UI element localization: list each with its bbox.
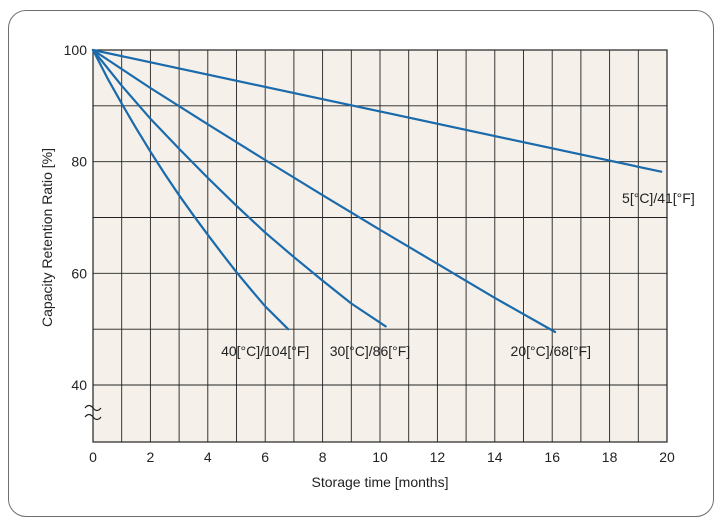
x-axis-title: Storage time [months]: [312, 474, 449, 490]
x-tick-label: 16: [544, 449, 560, 465]
axis-break-mark: [84, 413, 102, 421]
series-label: 40[°C]/104[°F]: [221, 343, 309, 359]
y-tick-label: 40: [71, 377, 87, 393]
x-tick-label: 6: [261, 449, 269, 465]
x-tick-label: 18: [602, 449, 618, 465]
y-tick-label: 60: [71, 265, 87, 281]
series-line: [91, 48, 387, 328]
series-line: [91, 48, 557, 334]
axis-break-mark: [84, 404, 102, 412]
series-line: [91, 48, 290, 331]
x-tick-label: 10: [372, 449, 388, 465]
x-tick-label: 12: [430, 449, 446, 465]
x-tick-label: 2: [147, 449, 155, 465]
series-line: [91, 48, 663, 173]
y-tick-label: 100: [64, 42, 88, 58]
series-label: 5[°C]/41[°F]: [622, 190, 695, 206]
series-label: 20[°C]/68[°F]: [511, 343, 591, 359]
x-tick-label: 0: [89, 449, 97, 465]
plot-frame: [92, 49, 668, 443]
x-tick-label: 4: [204, 449, 212, 465]
x-tick-label: 8: [319, 449, 327, 465]
x-tick-label: 20: [659, 449, 675, 465]
x-tick-label: 14: [487, 449, 503, 465]
y-tick-label: 80: [71, 154, 87, 170]
y-axis-title: Capacity Retention Ratio [%]: [39, 148, 55, 327]
series-label: 30[°C]/86[°F]: [330, 343, 410, 359]
